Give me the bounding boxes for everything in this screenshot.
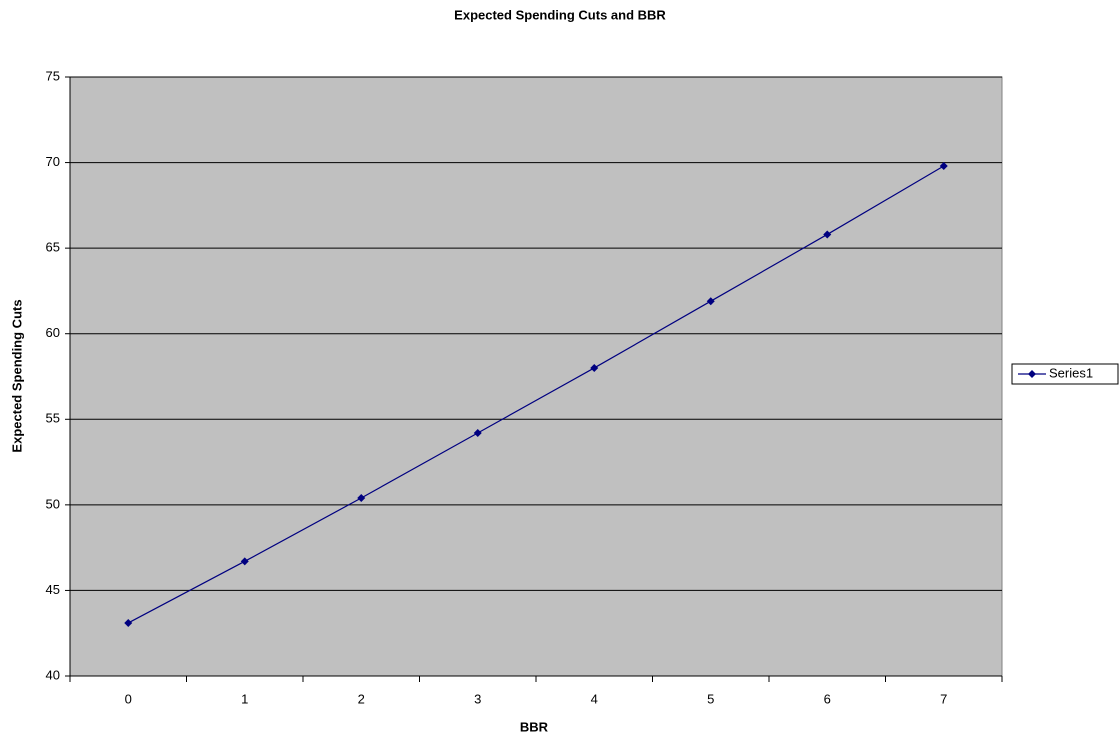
y-tick-label: 70 bbox=[46, 154, 60, 169]
plot-area bbox=[69, 76, 1003, 677]
x-tick-label: 4 bbox=[591, 691, 598, 706]
chart-title: Expected Spending Cuts and BBR bbox=[454, 7, 666, 22]
y-tick-label: 55 bbox=[46, 411, 60, 426]
legend-label: Series1 bbox=[1049, 365, 1093, 380]
legend-marker bbox=[1028, 370, 1036, 378]
y-tick-label: 40 bbox=[46, 667, 60, 682]
marker bbox=[473, 428, 482, 437]
marker bbox=[823, 230, 832, 239]
series-line bbox=[127, 165, 945, 624]
x-tick-label: 7 bbox=[940, 691, 947, 706]
legend-box bbox=[1011, 363, 1119, 385]
x-axis-label: BBR bbox=[520, 719, 549, 734]
marker bbox=[939, 161, 948, 170]
x-tick-label: 2 bbox=[358, 691, 365, 706]
y-tick-label: 75 bbox=[46, 68, 60, 83]
y-axis-label: Expected Spending Cuts bbox=[9, 299, 24, 452]
y-tick-label: 65 bbox=[46, 240, 60, 255]
marker bbox=[706, 297, 715, 306]
marker bbox=[124, 618, 133, 627]
y-tick-label: 45 bbox=[46, 582, 60, 597]
x-tick-label: 3 bbox=[474, 691, 481, 706]
x-tick-label: 6 bbox=[824, 691, 831, 706]
marker bbox=[590, 363, 599, 372]
x-tick-label: 0 bbox=[125, 691, 132, 706]
marker bbox=[357, 494, 366, 503]
y-tick-label: 60 bbox=[46, 325, 60, 340]
x-tick-label: 5 bbox=[707, 691, 714, 706]
marker bbox=[240, 557, 249, 566]
y-tick-label: 50 bbox=[46, 496, 60, 511]
x-tick-label: 1 bbox=[241, 691, 248, 706]
